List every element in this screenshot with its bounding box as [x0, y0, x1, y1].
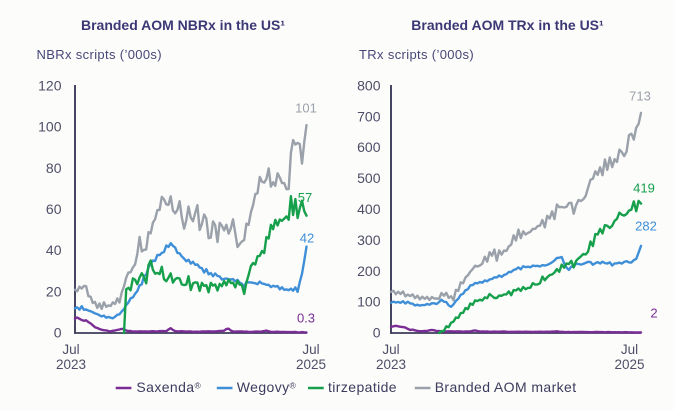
svg-text:500: 500 — [357, 170, 381, 186]
svg-text:0: 0 — [373, 325, 381, 341]
svg-text:Branded AOM market: Branded AOM market — [435, 379, 577, 395]
svg-text:800: 800 — [357, 78, 381, 94]
svg-text:2025: 2025 — [296, 357, 326, 372]
svg-text:713: 713 — [629, 88, 651, 103]
svg-text:57: 57 — [298, 190, 312, 205]
svg-text:Branded AOM NBRx in the US¹: Branded AOM NBRx in the US¹ — [81, 17, 285, 33]
svg-text:100: 100 — [38, 119, 62, 135]
svg-text:20: 20 — [46, 283, 62, 299]
svg-text:101: 101 — [295, 100, 317, 115]
svg-text:Jul: Jul — [62, 342, 79, 357]
svg-text:400: 400 — [357, 201, 381, 217]
svg-text:Wegovy®: Wegovy® — [237, 379, 297, 395]
svg-text:700: 700 — [357, 108, 381, 124]
svg-text:Saxenda®: Saxenda® — [136, 379, 201, 395]
svg-text:282: 282 — [635, 218, 657, 233]
svg-text:Jul: Jul — [382, 342, 399, 357]
svg-text:419: 419 — [633, 180, 655, 195]
svg-text:2023: 2023 — [376, 357, 406, 372]
svg-text:Jul: Jul — [621, 342, 638, 357]
svg-text:80: 80 — [46, 160, 62, 176]
svg-text:120: 120 — [38, 78, 62, 94]
svg-text:42: 42 — [300, 230, 314, 245]
svg-text:40: 40 — [46, 242, 62, 258]
svg-text:2: 2 — [650, 305, 657, 320]
svg-text:100: 100 — [357, 294, 381, 310]
svg-text:0.3: 0.3 — [297, 310, 315, 325]
svg-text:TRx scripts (’000s): TRx scripts (’000s) — [359, 47, 474, 62]
svg-text:Branded AOM TRx in the US¹: Branded AOM TRx in the US¹ — [411, 17, 604, 33]
svg-text:300: 300 — [357, 232, 381, 248]
svg-text:Jul: Jul — [302, 342, 319, 357]
svg-text:60: 60 — [46, 201, 62, 217]
svg-text:2023: 2023 — [56, 357, 86, 372]
svg-text:tirzepatide: tirzepatide — [328, 379, 397, 395]
svg-text:200: 200 — [357, 263, 381, 279]
svg-text:600: 600 — [357, 139, 381, 155]
svg-text:0: 0 — [54, 325, 62, 341]
svg-text:2025: 2025 — [614, 357, 644, 372]
svg-text:NBRx scripts (’000s): NBRx scripts (’000s) — [37, 47, 162, 62]
